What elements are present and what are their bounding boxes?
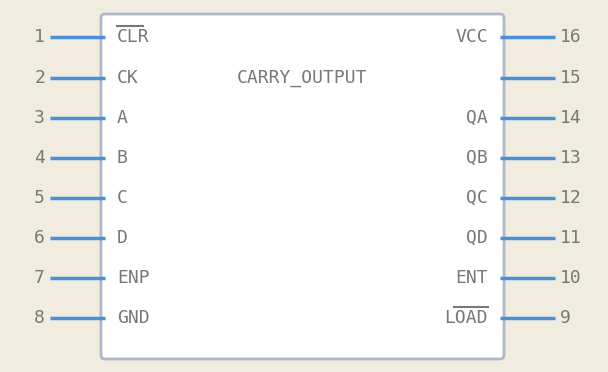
Text: 4: 4 xyxy=(34,149,45,167)
Text: A: A xyxy=(117,109,128,127)
Text: 10: 10 xyxy=(560,269,582,287)
Text: ENT: ENT xyxy=(455,269,488,287)
Text: B: B xyxy=(117,149,128,167)
Text: QD: QD xyxy=(466,229,488,247)
Text: D: D xyxy=(117,229,128,247)
Text: 3: 3 xyxy=(34,109,45,127)
Text: QB: QB xyxy=(466,149,488,167)
Text: 15: 15 xyxy=(560,69,582,87)
Text: 9: 9 xyxy=(560,309,571,327)
Text: 2: 2 xyxy=(34,69,45,87)
Text: CK: CK xyxy=(117,69,139,87)
Text: 8: 8 xyxy=(34,309,45,327)
Text: GND: GND xyxy=(117,309,150,327)
Text: 16: 16 xyxy=(560,28,582,46)
Text: 13: 13 xyxy=(560,149,582,167)
Text: 5: 5 xyxy=(34,189,45,207)
Text: QC: QC xyxy=(466,189,488,207)
Text: 11: 11 xyxy=(560,229,582,247)
Text: 7: 7 xyxy=(34,269,45,287)
Text: ENP: ENP xyxy=(117,269,150,287)
Text: C: C xyxy=(117,189,128,207)
FancyBboxPatch shape xyxy=(101,14,504,359)
Text: LOAD: LOAD xyxy=(444,309,488,327)
Text: 1: 1 xyxy=(34,28,45,46)
Text: CARRY_OUTPUT: CARRY_OUTPUT xyxy=(237,69,368,87)
Text: 12: 12 xyxy=(560,189,582,207)
Text: 14: 14 xyxy=(560,109,582,127)
Text: VCC: VCC xyxy=(455,28,488,46)
Text: 6: 6 xyxy=(34,229,45,247)
Text: QA: QA xyxy=(466,109,488,127)
Text: CLR: CLR xyxy=(117,28,150,46)
